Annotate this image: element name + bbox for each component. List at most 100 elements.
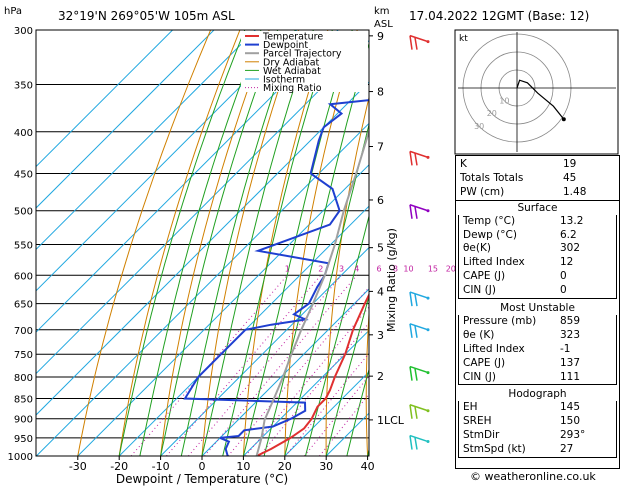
wind-barb-flag [414, 153, 418, 166]
index-label: θe (K) [463, 328, 495, 341]
index-row: Dewp (°C) 6.2 [459, 229, 616, 243]
wet-adiabat [201, 30, 314, 456]
index-label: K [460, 158, 467, 170]
hodograph-unit: kt [459, 34, 468, 44]
pressure-tick-label: 350 [14, 81, 33, 92]
index-row: CIN (J) 0 [459, 284, 616, 298]
wind-barb-flag [414, 293, 418, 307]
km-tick-label: 7 [377, 141, 384, 154]
wind-barb-flag [409, 404, 413, 419]
wind-barb-station [426, 440, 430, 444]
pressure-tick-label: 400 [14, 128, 33, 139]
datetime-title: 17.04.2022 12GMT (Base: 12) [409, 9, 589, 23]
wind-barb [409, 150, 429, 159]
hodograph-table-title: Hodograph [508, 388, 567, 401]
pressure-tick-label: 450 [14, 169, 33, 180]
mixing-ratio-label: 2 [318, 264, 323, 273]
mixing-ratio-line [245, 306, 369, 456]
mixing-ratio-label: 15 [428, 264, 438, 273]
index-value: 19 [563, 158, 577, 170]
mixing-ratio-label: 3 [339, 264, 344, 273]
isotherm [118, 205, 369, 456]
index-value: 137 [560, 356, 581, 369]
index-value: 302 [560, 242, 581, 255]
pressure-axis: 300 350 400 450 500 550 600 650 700 750 800 850 900 9… [8, 26, 33, 463]
isotherm [36, 122, 369, 456]
dry-adiabat [201, 30, 300, 456]
hodograph-ring-label: 20 [487, 109, 497, 118]
index-label: SREH [463, 415, 492, 428]
pressure-tick-label: 950 [14, 434, 33, 445]
index-value: 12 [560, 256, 574, 269]
wind-barb-flag [414, 206, 418, 219]
hodograph-trace [516, 79, 565, 120]
x-tick-label: 40 [361, 460, 375, 473]
wind-barb-flag [409, 435, 413, 450]
index-row: StmDir 293° [459, 429, 616, 443]
dry-adiabat [365, 306, 369, 456]
isotherm [36, 30, 256, 251]
isotherm [36, 30, 339, 333]
pressure-unit: hPa [4, 6, 22, 17]
km-tick-label: 1LCL [377, 414, 405, 427]
x-tick-label: -10 [152, 460, 170, 473]
pressure-tick-label: 1000 [8, 452, 33, 463]
pressure-tick-label: 550 [14, 240, 33, 251]
index-label: Lifted Index [463, 256, 525, 269]
index-label: CIN (J) [463, 284, 496, 297]
index-label: CAPE (J) [463, 270, 506, 283]
index-value: 6.2 [560, 228, 577, 241]
wet-adiabat [180, 30, 296, 456]
index-label: PW (cm) [460, 185, 505, 198]
footer-credit: © weatheronline.co.uk [470, 470, 596, 483]
index-value: 13.2 [560, 214, 584, 227]
wind-barb [409, 34, 429, 43]
index-value: 0 [560, 270, 567, 283]
wind-barb-flag [414, 368, 418, 381]
dry-adiabat [405, 30, 445, 456]
km-tick-label: 8 [377, 86, 384, 99]
wind-barb [409, 365, 429, 374]
index-value: 145 [560, 401, 581, 414]
surface-rows: Temp (°C) 13.2 Dewp (°C) 6.2 θe(K) 302 Lifted … [458, 214, 617, 300]
legend-entry: Wet Adiabat [263, 66, 321, 77]
isotherm [160, 246, 369, 456]
index-rows-top: K 19 Totals Totals 45 PW (cm) 1.48 [456, 156, 619, 200]
km-tick-label: 5 [377, 242, 384, 255]
legend-entry: Isotherm [263, 75, 305, 86]
index-row: SREH 150 [459, 415, 616, 429]
index-row: Temp (°C) 13.2 [459, 215, 616, 229]
isotherm [36, 30, 173, 168]
mixing-ratio-label: 20 [446, 264, 456, 273]
wind-barb-station [426, 40, 430, 44]
x-tick-label: 0 [199, 460, 206, 473]
pressure-tick-label: 600 [14, 271, 33, 282]
wet-adiabat [118, 30, 246, 456]
wet-adiabat [160, 30, 279, 456]
legend-entry: Temperature [262, 32, 323, 43]
location-title: 32°19'N 269°05'W 105m ASL [58, 9, 235, 23]
pressure-tick-label: 500 [14, 207, 33, 218]
wind-barb [409, 204, 429, 212]
wind-barb-flag [414, 37, 418, 50]
index-label: CIN (J) [463, 370, 496, 383]
series-parcel-trajectory [255, 126, 369, 456]
wind-barb-station [426, 155, 430, 159]
index-row: CAPE (J) 0 [459, 270, 616, 284]
wind-barb-flag [414, 406, 418, 419]
legend-entry: Dry Adiabat [263, 57, 320, 68]
km-axis: 9 8 7 6 5 4 3 2 1LCL [369, 30, 405, 427]
km-tick-label: 6 [377, 194, 384, 207]
wind-barb-flag [409, 204, 413, 219]
pressure-tick-label: 650 [14, 300, 33, 311]
wind-barb-station [426, 296, 430, 300]
legend-box [241, 31, 368, 92]
index-row: EH 145 [459, 401, 616, 415]
wind-barbs [409, 34, 430, 450]
surface-title: Surface [456, 199, 619, 215]
wet-adiabat [346, 367, 369, 456]
index-row: K 19 [456, 158, 619, 172]
hodograph-ring-label: 30 [474, 122, 484, 131]
